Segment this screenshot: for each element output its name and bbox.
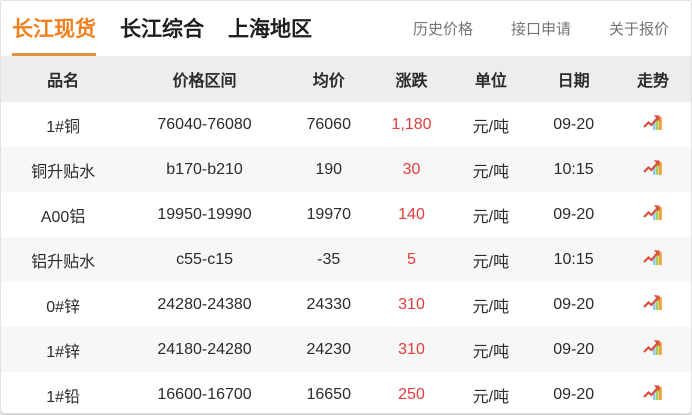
link-about-quotes[interactable]: 关于报价 [608, 21, 669, 38]
trend-chart-button[interactable] [642, 339, 664, 356]
table-row-5: 1#锌 24180-24280 24230 310 元/吨 09-20 [1, 327, 691, 372]
cell-product-name: 1#锌 [46, 343, 80, 361]
table-row-1: 铜升贴水 b170-b210 190 30 元/吨 10:15 [1, 147, 691, 192]
cell-product-name: A00铝 [40, 208, 86, 226]
cell-change-value: 310 [398, 340, 425, 358]
cell-average-price: 76060 [306, 115, 351, 133]
cell-change-value: 310 [398, 295, 425, 313]
col-header-product: 品名 [1, 56, 126, 102]
cell-product-name: 铜升贴水 [31, 163, 96, 181]
cell-price-range: 24180-24280 [157, 340, 252, 358]
cell-date: 09-20 [553, 205, 595, 223]
link-api-apply[interactable]: 接口申请 [510, 21, 571, 38]
nav-links: 历史价格 接口申请 关于报价 [375, 1, 691, 56]
cell-date: 09-20 [553, 115, 595, 133]
cell-product-name: 铝升贴水 [31, 253, 96, 271]
table-row-0: 1#铜 76040-76080 76060 1,180 元/吨 09-20 [1, 102, 691, 147]
cell-average-price: 24330 [306, 295, 351, 313]
price-table-body: 1#铜 76040-76080 76060 1,180 元/吨 09-20 铜升 [1, 102, 691, 413]
cell-change-value: 1,180 [391, 115, 432, 133]
cell-unit: 元/吨 [472, 208, 510, 226]
cell-unit: 元/吨 [472, 253, 510, 271]
link-history-prices[interactable]: 历史价格 [412, 21, 473, 38]
cell-change-value: 5 [407, 250, 416, 268]
table-header-row: 品名 价格区间 均价 涨跌 单位 日期 走势 [1, 56, 691, 102]
cell-average-price: 190 [315, 160, 343, 178]
trend-chart-icon [642, 384, 664, 401]
cell-average-price: -35 [317, 250, 341, 268]
cell-date: 10:15 [553, 250, 594, 268]
tab-changjiang-spot[interactable]: 长江现货 [12, 1, 96, 56]
cell-change-value: 30 [402, 160, 421, 178]
trend-chart-button[interactable] [642, 114, 664, 131]
trend-chart-button[interactable] [642, 204, 664, 221]
trend-chart-icon [642, 339, 664, 356]
col-header-change: 涨跌 [373, 56, 450, 102]
cell-price-range: 19950-19990 [157, 205, 252, 223]
trend-chart-button[interactable] [642, 294, 664, 311]
trend-chart-icon [642, 114, 664, 131]
col-header-trend: 走势 [615, 56, 691, 102]
tab-shanghai-region[interactable]: 上海地区 [228, 18, 312, 41]
cell-price-range: c55-c15 [176, 250, 233, 268]
table-row-2: A00铝 19950-19990 19970 140 元/吨 09-20 [1, 192, 691, 237]
cell-unit: 元/吨 [472, 163, 510, 181]
col-header-unit: 单位 [449, 56, 533, 102]
cell-price-range: b170-b210 [166, 160, 243, 178]
cell-unit: 元/吨 [472, 388, 510, 406]
cell-price-range: 24280-24380 [157, 295, 252, 313]
cell-product-name: 1#铅 [46, 388, 80, 406]
cell-average-price: 19970 [306, 205, 351, 223]
col-header-average: 均价 [283, 56, 374, 102]
trend-chart-button[interactable] [642, 249, 664, 266]
tab-changjiang-composite[interactable]: 长江综合 [120, 18, 204, 41]
cell-price-range: 16600-16700 [157, 385, 252, 403]
cell-unit: 元/吨 [472, 118, 510, 136]
top-nav: 长江现货 长江综合 上海地区 历史价格 接口申请 关于报价 [1, 1, 691, 56]
cell-product-name: 0#锌 [46, 298, 80, 316]
table-row-4: 0#锌 24280-24380 24330 310 元/吨 09-20 [1, 282, 691, 327]
cell-date: 09-20 [553, 295, 595, 313]
cell-price-range: 76040-76080 [157, 115, 252, 133]
trend-chart-icon [642, 249, 664, 266]
col-header-date: 日期 [532, 56, 616, 102]
trend-chart-icon [642, 204, 664, 221]
trend-chart-button[interactable] [642, 384, 664, 401]
cell-product-name: 1#铜 [46, 118, 80, 136]
cell-average-price: 24230 [306, 340, 351, 358]
cell-change-value: 140 [398, 205, 425, 223]
trend-chart-icon [642, 159, 664, 176]
price-table: 品名 价格区间 均价 涨跌 单位 日期 走势 1#铜 76040-76080 7… [1, 56, 691, 413]
cell-unit: 元/吨 [472, 298, 510, 316]
table-row-6: 1#铅 16600-16700 16650 250 元/吨 09-20 [1, 372, 691, 413]
table-row-3: 铝升贴水 c55-c15 -35 5 元/吨 10:15 [1, 237, 691, 282]
cell-unit: 元/吨 [472, 343, 510, 361]
cell-change-value: 250 [398, 385, 425, 403]
trend-chart-button[interactable] [642, 159, 664, 176]
col-header-range: 价格区间 [125, 56, 284, 102]
trend-chart-icon [642, 294, 664, 311]
cell-date: 10:15 [553, 160, 594, 178]
cell-date: 09-20 [553, 385, 595, 403]
market-tabs: 长江现货 长江综合 上海地区 [1, 1, 336, 56]
cell-date: 09-20 [553, 340, 595, 358]
cell-average-price: 16650 [306, 385, 351, 403]
